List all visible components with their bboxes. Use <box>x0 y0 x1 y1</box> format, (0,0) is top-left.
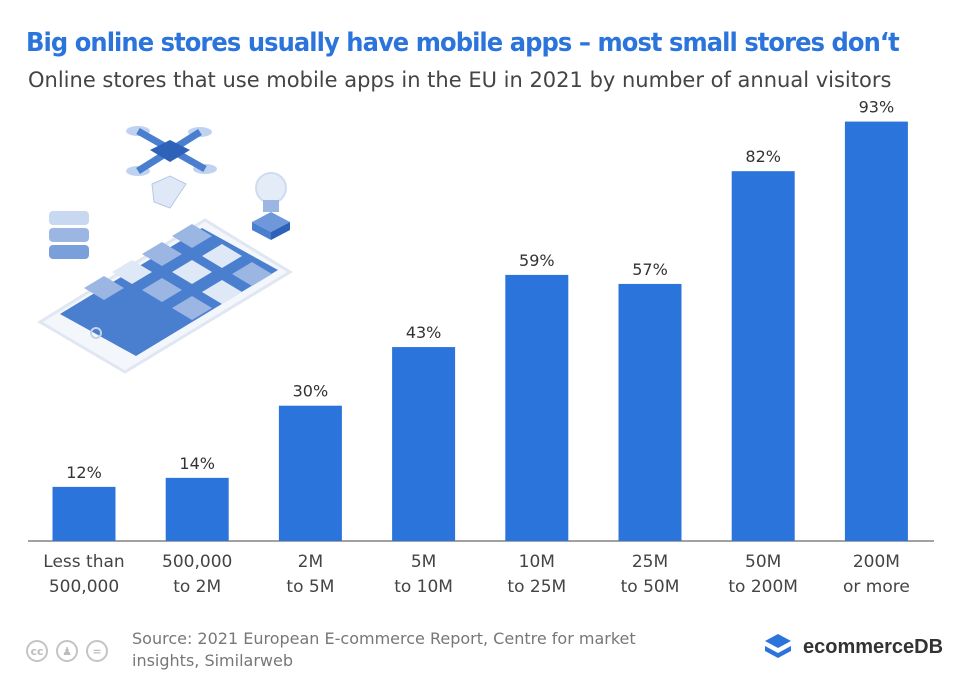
license-icons: cc ♟ = <box>26 640 108 662</box>
bar-value-label: 93% <box>859 98 895 117</box>
bar-value-label: 14% <box>179 454 215 473</box>
drone-icon <box>126 126 217 209</box>
lightbulb-icon <box>252 172 290 240</box>
bar-4 <box>505 274 569 541</box>
x-tick-label: Less than <box>43 552 124 572</box>
x-tick-label: to 5M <box>286 577 334 597</box>
x-tick-label: 500,000 <box>49 577 119 597</box>
nd-icon: = <box>86 640 108 662</box>
x-tick-label: 10M <box>519 552 555 572</box>
bar-1 <box>165 477 229 541</box>
bar-value-label: 82% <box>745 147 781 166</box>
database-icon <box>49 211 89 259</box>
chart-subtitle: Online stores that use mobile apps in th… <box>28 68 892 92</box>
source-note: Source: 2021 European E-commerce Report,… <box>132 629 636 670</box>
bar-value-label: 30% <box>293 382 329 401</box>
ecommercedb-logo-icon <box>765 634 791 658</box>
bars-group: 12% Less than 500,000 14% 500,000 to 2M 30% 2M t… <box>43 98 910 597</box>
brand-logo: ecommerceDB <box>763 632 943 662</box>
x-tick-label: 200M <box>853 552 900 572</box>
x-tick-label: 25M <box>632 552 668 572</box>
mobile-app-illustration <box>37 126 293 374</box>
x-tick-label: 5M <box>411 552 436 572</box>
x-tick-label: to 25M <box>507 577 566 597</box>
x-tick-label: to 10M <box>394 577 453 597</box>
bar-value-label: 12% <box>66 463 102 482</box>
brand-name: ecommerceDB <box>803 635 944 658</box>
bar-3 <box>392 347 456 541</box>
bar-value-label: 43% <box>406 323 442 342</box>
x-tick-label: to 50M <box>621 577 680 597</box>
x-tick-label: to 2M <box>173 577 221 597</box>
smartphone-icon <box>37 218 293 374</box>
bar-6 <box>731 171 795 541</box>
bar-0 <box>52 486 116 541</box>
bar-5 <box>618 283 682 541</box>
bar-value-label: 59% <box>519 251 555 270</box>
cc-icon: cc <box>26 640 48 662</box>
chart-title: Big online stores usually have mobile ap… <box>26 28 900 58</box>
bar-7 <box>844 121 908 541</box>
x-tick-label: 2M <box>298 552 323 572</box>
bar-2 <box>278 405 342 541</box>
x-tick-label: to 200M <box>728 577 798 597</box>
by-icon: ♟ <box>56 640 78 662</box>
x-tick-label: 500,000 <box>162 552 232 572</box>
x-tick-label: 50M <box>745 552 781 572</box>
x-tick-label: or more <box>843 577 910 597</box>
bar-value-label: 57% <box>632 260 668 279</box>
